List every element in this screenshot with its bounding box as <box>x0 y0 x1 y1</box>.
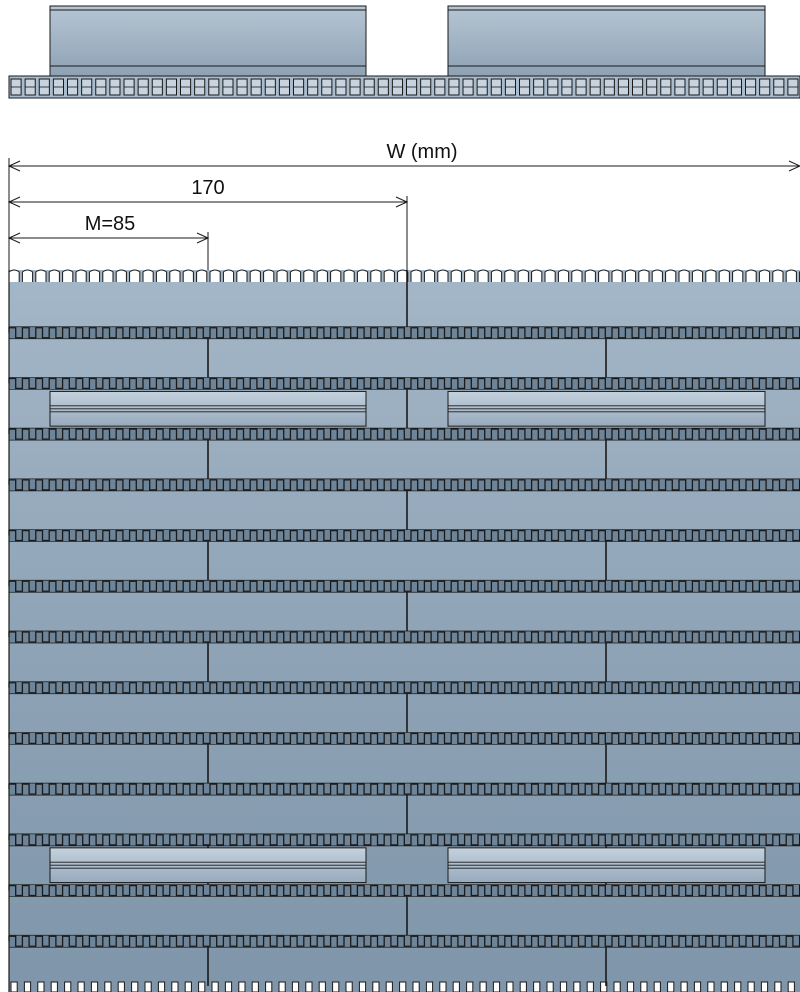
hinge-row <box>8 579 800 593</box>
side-view <box>8 5 800 99</box>
side-view-chain <box>8 75 800 99</box>
dimension-annotations <box>7 158 800 272</box>
side-flight <box>447 5 766 77</box>
hinge-row <box>8 478 800 492</box>
belt-top-edge-teeth <box>8 269 800 282</box>
flight-plan <box>447 847 766 884</box>
flight-plan <box>49 847 367 884</box>
side-chain-band <box>8 75 800 99</box>
hinge-row <box>8 833 800 847</box>
flight-plan <box>447 390 766 427</box>
width-arrow-right <box>788 160 800 172</box>
module-width-label: M=85 <box>85 213 136 235</box>
hinge-row <box>8 427 800 441</box>
hinge-row <box>8 782 800 796</box>
total-width-label: W (mm) <box>386 141 457 163</box>
hinge-row <box>8 377 800 390</box>
hinge-row <box>8 630 800 644</box>
hinge-row <box>8 326 800 340</box>
hinge-row <box>8 681 800 695</box>
hinge-row <box>8 934 800 948</box>
hinge-row <box>8 884 800 897</box>
hinge-row <box>8 732 800 745</box>
hinge-row <box>8 529 800 542</box>
flight-plan <box>49 390 367 427</box>
belt-bottom-edge-teeth <box>10 981 795 992</box>
belt-plan-view <box>8 269 800 992</box>
pitch-label: 170 <box>191 177 224 199</box>
side-view-flights <box>49 5 766 77</box>
side-flight <box>49 5 367 77</box>
